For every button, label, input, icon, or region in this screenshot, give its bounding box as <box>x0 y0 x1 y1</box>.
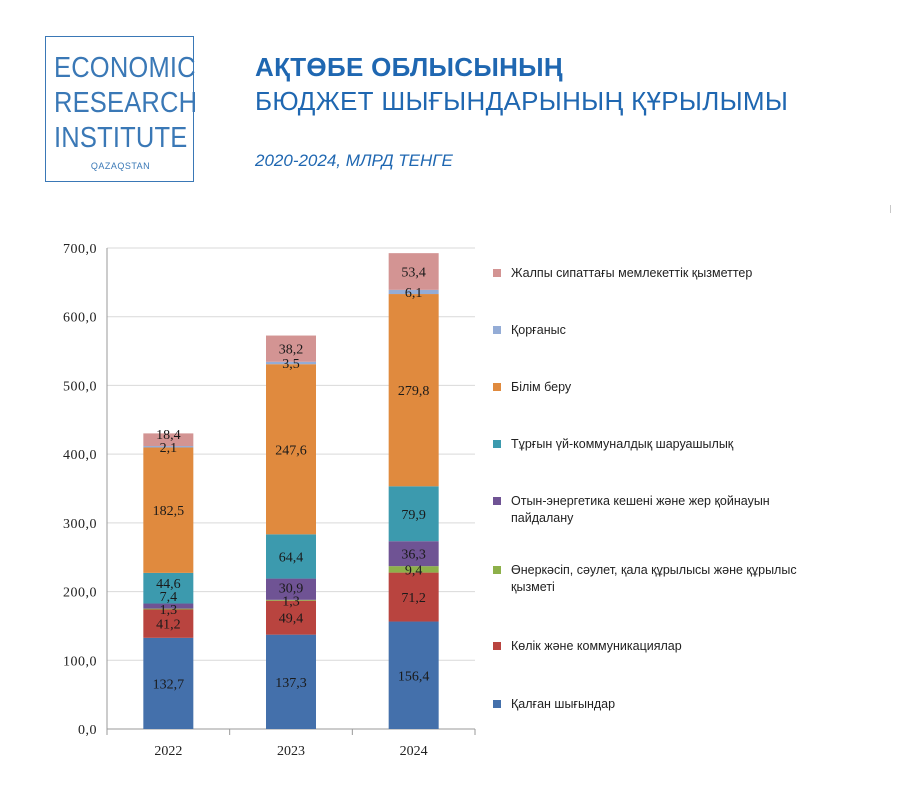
data-label: 247,6 <box>275 443 307 458</box>
data-label: 156,4 <box>398 669 430 684</box>
bar-segment <box>388 289 439 295</box>
page-title-line-2: БЮДЖЕТ ШЫҒЫНДАРЫНЫҢ ҚҰРЫЛЫМЫ <box>255 86 789 116</box>
bar-segment <box>388 486 439 542</box>
bar-segment <box>266 335 316 362</box>
legend-label: Қорғаныс <box>511 323 566 337</box>
legend-label: Отын-энергетика кешені және жер қойнауын… <box>511 494 770 525</box>
page-title-line-1: АҚТӨБЕ ОБЛЫСЫНЫҢ <box>255 52 564 82</box>
logo-line-1: ECONOMIC <box>54 52 196 84</box>
legend-label: Жалпы сипаттағы мемлекеттік қызметтер <box>511 266 753 280</box>
data-label: 9,4 <box>405 563 423 578</box>
data-label: 36,3 <box>401 548 426 563</box>
logo-line-3: INSTITUTE <box>54 122 188 154</box>
data-label: 64,4 <box>279 550 304 565</box>
bar-segment <box>143 637 194 729</box>
data-label: 30,9 <box>279 581 304 596</box>
y-tick-label: 700,0 <box>63 242 97 257</box>
data-label: 182,5 <box>153 504 185 519</box>
y-tick-label: 200,0 <box>63 586 97 601</box>
legend-label: Көлік және коммуникациялар <box>511 639 682 653</box>
bar-segment <box>266 534 316 579</box>
bar-segment <box>266 361 316 365</box>
bar-segment <box>266 599 316 601</box>
legend-swatch <box>493 566 501 574</box>
y-tick-label: 400,0 <box>63 448 97 463</box>
data-label: 38,2 <box>279 343 304 358</box>
logo-subtitle: QAZAQSTAN <box>90 161 151 171</box>
legend-swatch <box>493 700 501 708</box>
edge-mark <box>890 205 891 213</box>
bar-segment <box>388 253 439 290</box>
data-label: 132,7 <box>153 677 185 692</box>
data-label: 137,3 <box>275 676 307 691</box>
x-tick-label: 2023 <box>277 744 305 759</box>
data-label: 44,6 <box>156 577 181 592</box>
data-label: 49,4 <box>279 612 304 627</box>
x-tick-label: 2024 <box>400 744 428 759</box>
legend-label: Білім беру <box>511 380 572 394</box>
data-label: 1,3 <box>160 603 178 618</box>
data-label: 2,1 <box>160 441 178 456</box>
page-subtitle: 2020-2024, МЛРД ТЕНГЕ <box>255 151 453 170</box>
y-tick-label: 300,0 <box>63 517 97 532</box>
legend-swatch <box>493 326 501 334</box>
data-label: 6,1 <box>405 286 423 301</box>
logo: ECONOMIC RESEARCH INSTITUTE QAZAQSTAN <box>45 36 198 182</box>
bar-segment <box>143 609 194 638</box>
data-label: 41,2 <box>156 618 181 633</box>
y-tick-label: 0,0 <box>78 723 97 738</box>
data-label: 7,4 <box>160 590 178 605</box>
y-tick-label: 500,0 <box>63 379 97 394</box>
bar-segment <box>143 433 194 447</box>
bar-segment <box>143 447 194 573</box>
data-label: 1,3 <box>282 594 300 609</box>
logo-line-2: RESEARCH <box>54 87 198 119</box>
bar-segment <box>388 572 439 622</box>
bar-segment <box>143 608 194 610</box>
bar-segment <box>143 446 194 448</box>
bar-segment <box>143 603 194 609</box>
legend-swatch <box>493 383 501 391</box>
legend-swatch <box>493 497 501 505</box>
bar-segment <box>388 621 439 729</box>
data-label: 3,5 <box>282 357 300 372</box>
y-tick-label: 100,0 <box>63 654 97 669</box>
legend-swatch <box>493 269 501 277</box>
bar-segment <box>266 600 316 635</box>
legend-swatch <box>493 440 501 448</box>
bar-segment <box>266 364 316 535</box>
data-label: 71,2 <box>401 591 426 606</box>
bar-segment <box>388 294 439 487</box>
bar-segment <box>143 572 194 604</box>
y-tick-label: 600,0 <box>63 311 97 326</box>
data-label: 279,8 <box>398 384 430 399</box>
x-tick-label: 2022 <box>154 744 182 759</box>
data-label: 53,4 <box>401 266 426 281</box>
bar-segment <box>266 578 316 600</box>
bar-segment <box>266 634 316 729</box>
data-label: 79,9 <box>401 508 426 523</box>
bar-segment <box>388 566 439 573</box>
legend-label: Тұрғын үй-коммуналдық шаруашылық <box>511 437 734 451</box>
bar-segment <box>388 541 439 567</box>
legend-label: Өнеркәсіп, сәулет, қала құрылысы және құ… <box>511 563 797 594</box>
legend-swatch <box>493 642 501 650</box>
legend-label: Қалған шығындар <box>511 697 616 711</box>
data-label: 18,4 <box>156 428 181 443</box>
